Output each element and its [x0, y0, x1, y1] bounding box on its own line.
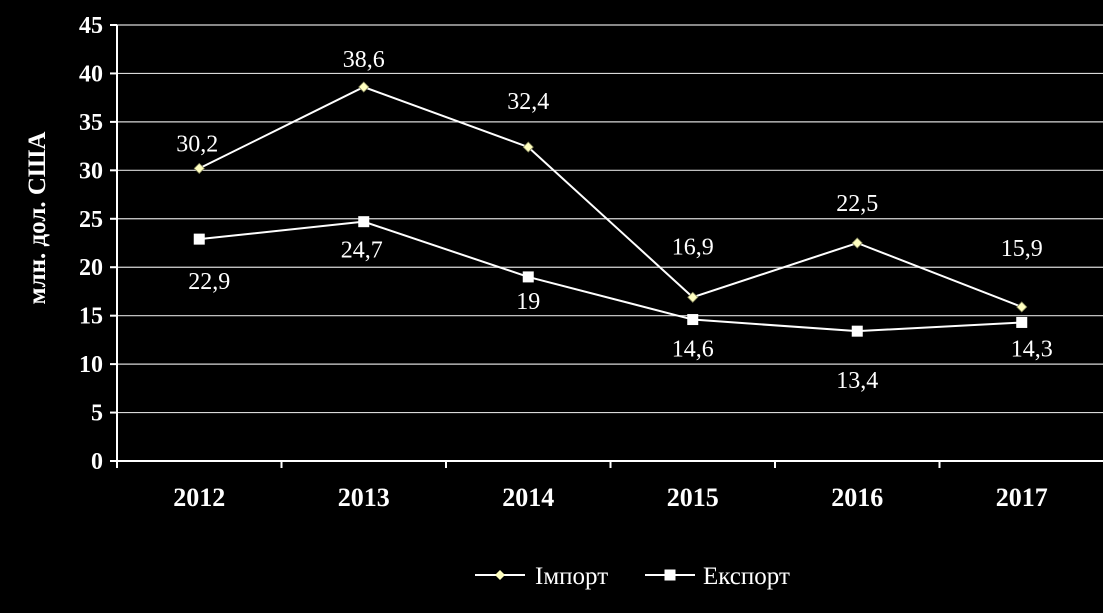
series-line-Імпорт [198, 85, 1023, 308]
y-tick-label: 30 [79, 158, 103, 184]
data-label: 22,5 [836, 191, 878, 217]
series-line-Експорт [199, 220, 1022, 333]
data-label: 22,9 [188, 269, 230, 295]
y-axis-label: млн. дол. США [24, 132, 51, 305]
legend: Імпорт Експорт [475, 563, 790, 590]
y-tick-label: 45 [79, 13, 103, 39]
data-label: 14,6 [672, 337, 714, 363]
data-point-square [687, 314, 699, 326]
data-point-square [851, 325, 863, 337]
legend-marker-square [664, 569, 676, 581]
data-point-diamond [358, 81, 370, 93]
legend-label: Експорт [703, 563, 790, 590]
x-tick-labels: 2012 2013 2014 2015 2016 2017 [173, 483, 1048, 512]
data-label: 14,3 [1011, 336, 1053, 362]
y-tick-label: 10 [79, 352, 103, 378]
data-label: 32,4 [507, 89, 549, 115]
data-label: 24,7 [341, 238, 383, 264]
legend-marker-diamond [495, 570, 505, 580]
data-label: 16,9 [672, 234, 714, 260]
x-tick-label: 2017 [996, 483, 1048, 512]
data-point-square [522, 271, 534, 283]
y-tick-label: 0 [91, 449, 103, 475]
x-tick-label: 2015 [667, 483, 719, 512]
y-tick-label: 20 [79, 255, 103, 281]
data-point-diamond [193, 162, 205, 174]
y-tick-label: 5 [91, 401, 103, 427]
data-point-square [1016, 316, 1028, 328]
x-tick-label: 2014 [502, 483, 554, 512]
x-tick-label: 2013 [338, 483, 390, 512]
data-point-square [193, 233, 205, 245]
x-tick-label: 2016 [831, 483, 883, 512]
data-point-diamond [1016, 301, 1028, 313]
y-tick-label: 25 [79, 207, 103, 233]
data-label: 15,9 [1001, 236, 1043, 262]
x-tick-label: 2012 [173, 483, 225, 512]
y-tick-labels: 0 5 10 15 20 25 30 35 40 45 [79, 13, 103, 475]
grid-lines [117, 24, 1103, 414]
data-label: 13,4 [836, 368, 878, 394]
data-point-diamond [522, 141, 534, 153]
legend-label: Імпорт [535, 563, 608, 590]
series [193, 81, 1028, 337]
data-point-square [358, 216, 370, 228]
y-tick-label: 15 [79, 304, 103, 330]
data-point-diamond [851, 237, 863, 249]
data-labels: 30,2 38,6 32,4 16,9 22,5 15,9 22,9 24,7 19 14,6 13… [176, 47, 1053, 394]
data-label: 30,2 [176, 131, 218, 157]
data-label: 19 [516, 289, 540, 315]
data-point-diamond [687, 291, 699, 303]
y-tick-label: 35 [79, 110, 103, 136]
y-tick-label: 40 [79, 61, 103, 87]
data-label: 38,6 [343, 47, 385, 73]
axes [110, 24, 1103, 468]
